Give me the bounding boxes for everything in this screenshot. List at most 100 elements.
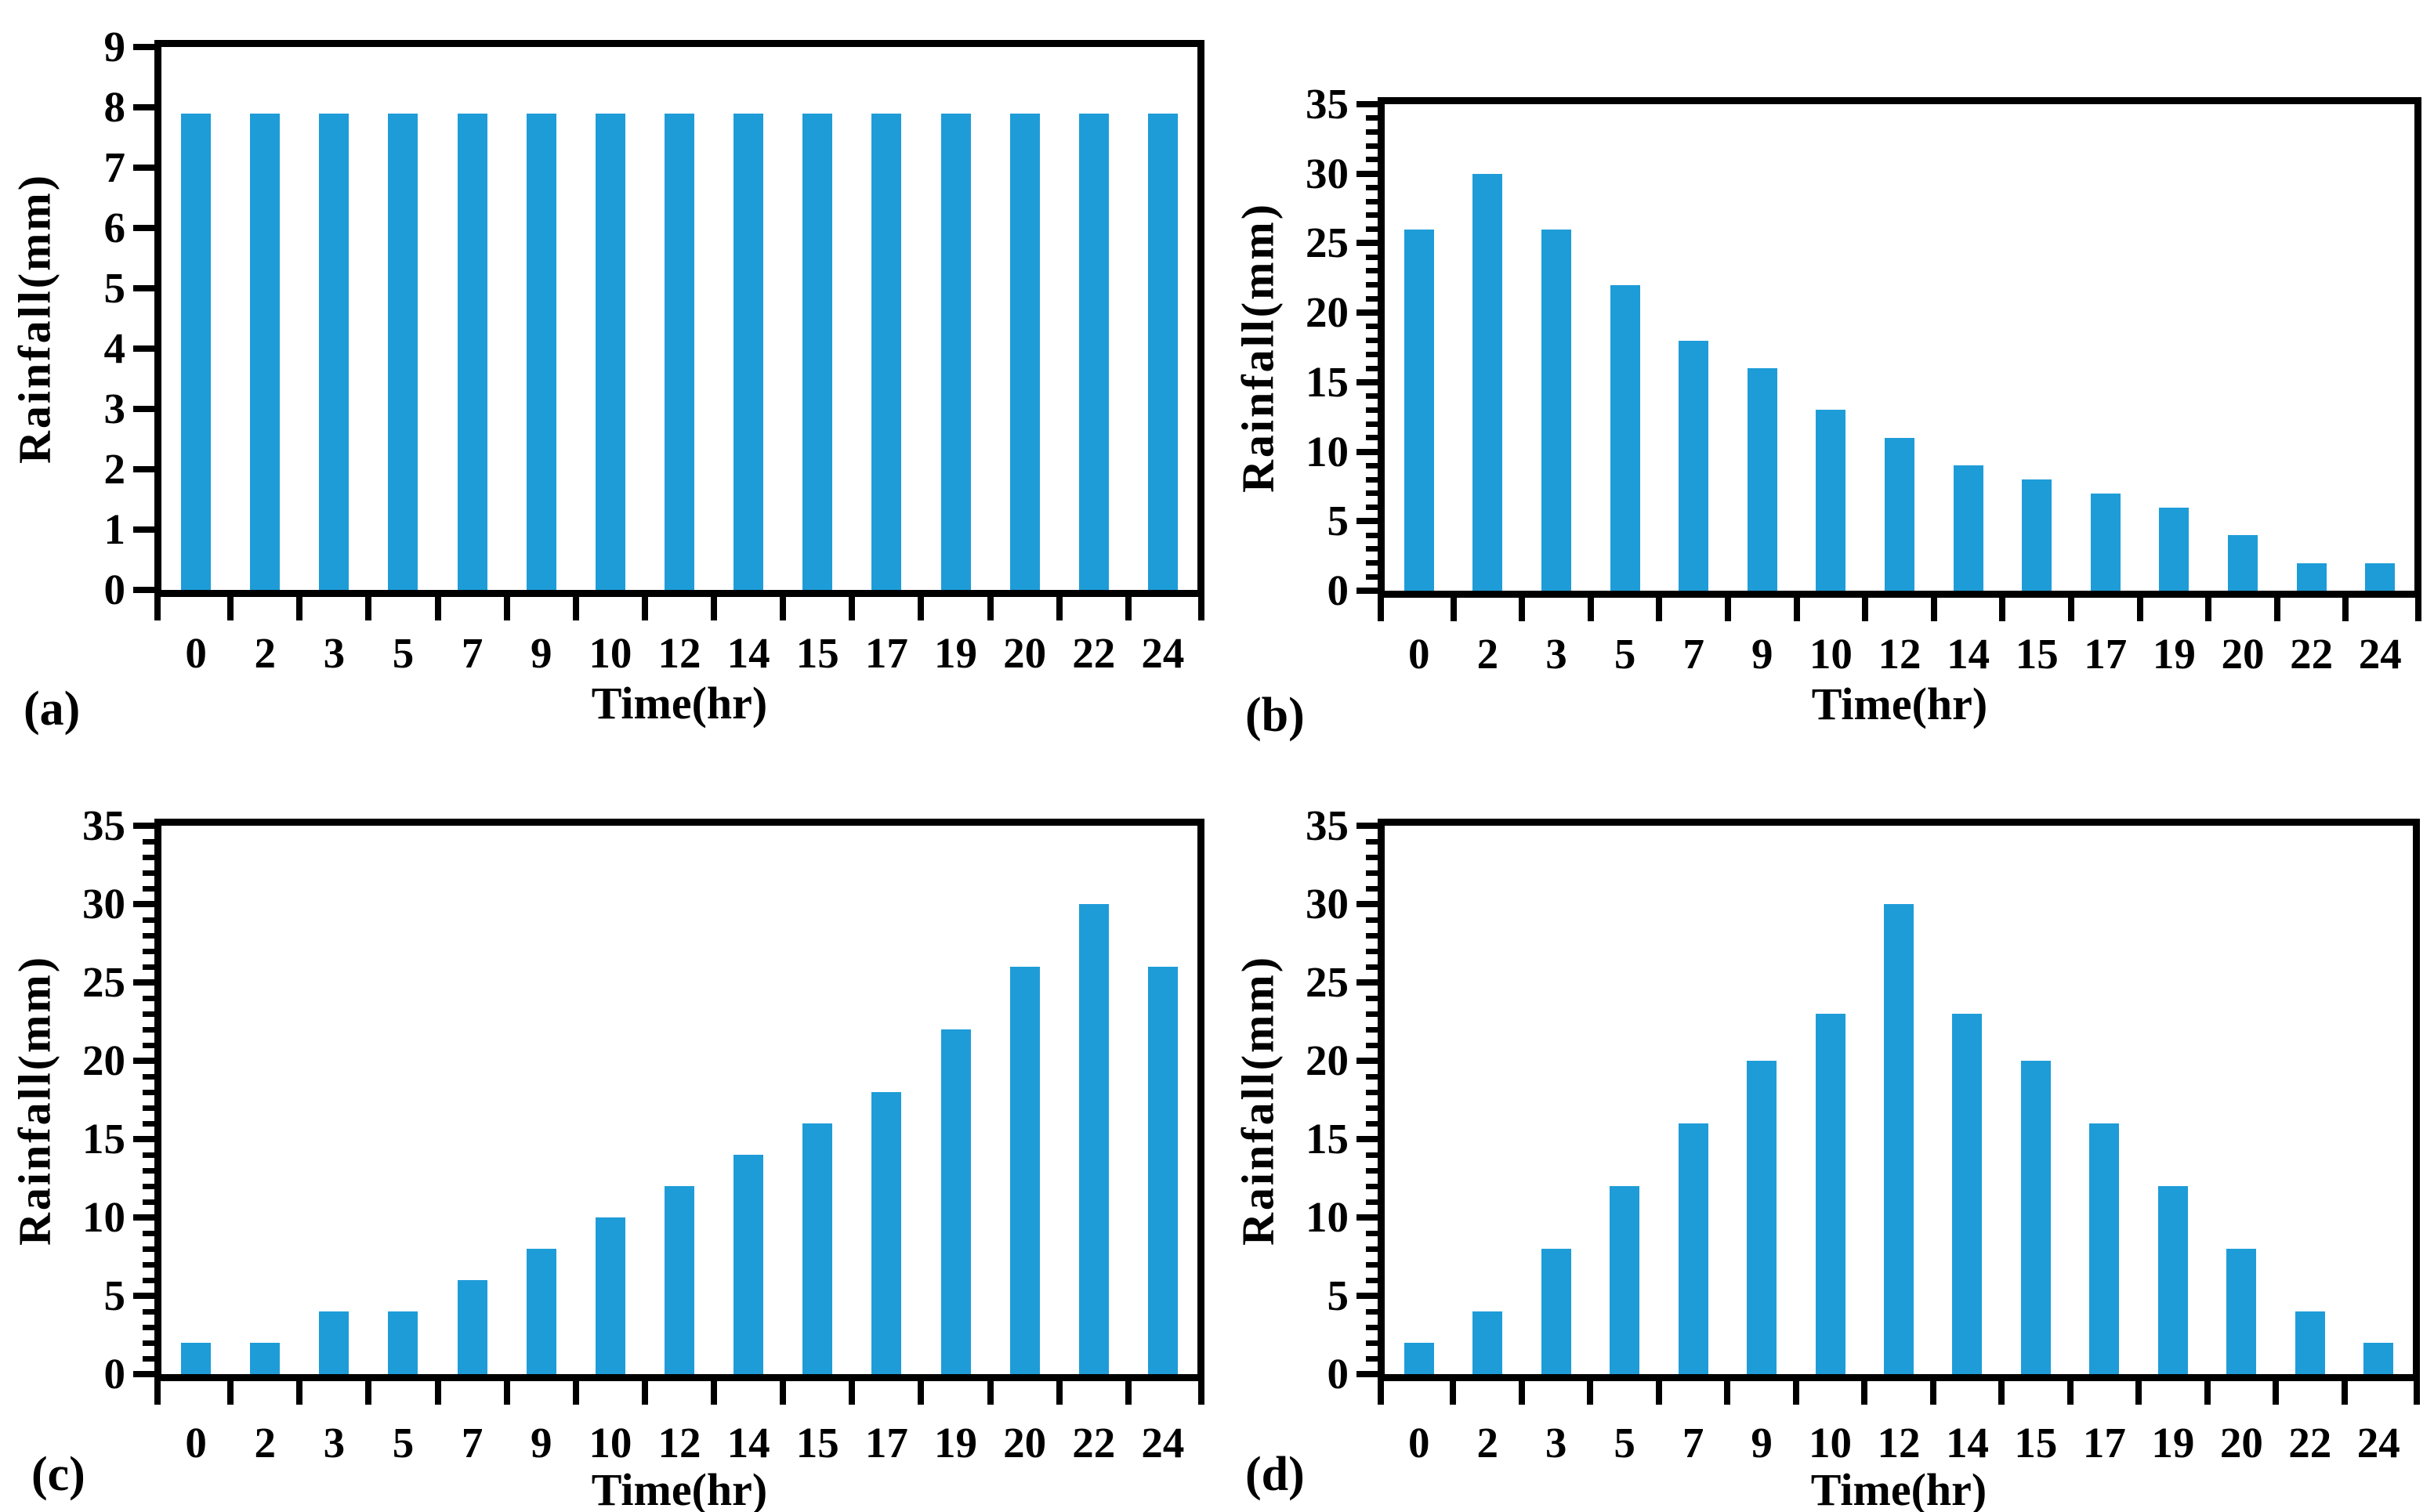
y-minor-tick [143, 1011, 154, 1017]
x-axis-title: Time(hr) [591, 678, 768, 729]
x-tick [987, 1381, 994, 1405]
bar-t10 [595, 1217, 625, 1374]
y-tick-label: 5 [103, 264, 126, 312]
y-minor-tick [1366, 115, 1378, 121]
x-tick-label: 7 [461, 1419, 484, 1467]
y-minor-tick [1366, 365, 1378, 371]
bar-t9 [526, 113, 556, 590]
x-tick-label: 17 [2084, 630, 2128, 678]
y-minor-tick [1366, 198, 1378, 204]
plot-area-d [1378, 819, 2420, 1381]
y-minor-tick [143, 854, 154, 860]
x-tick [1725, 598, 1731, 621]
y-tick [1356, 309, 1378, 317]
x-tick-label: 12 [1878, 630, 1921, 678]
x-tick [711, 597, 718, 620]
bar-t3 [319, 113, 350, 590]
y-tick [1356, 1214, 1378, 1221]
x-tick [296, 597, 303, 620]
x-tick [1125, 597, 1132, 620]
bar-t20 [2226, 1249, 2257, 1374]
x-tick-label: 0 [1407, 1419, 1430, 1467]
y-minor-tick [1366, 157, 1378, 163]
y-minor-tick [143, 1308, 154, 1315]
y-tick [133, 406, 154, 412]
y-minor-tick [1366, 1073, 1378, 1080]
panel-c: Rainfall(mm) Time(hr) (c) 0 2 3 5 7 9 10 12 14 15… [0, 756, 1217, 1512]
plot-area-c [154, 819, 1204, 1381]
x-tick [1587, 598, 1594, 621]
x-tick-label: 19 [934, 629, 978, 677]
x-tick [2205, 598, 2212, 621]
y-minor-tick [143, 1230, 154, 1236]
plot-area-a [154, 40, 1204, 597]
y-tick [1356, 901, 1378, 907]
x-tick-label: 7 [1682, 630, 1704, 678]
x-tick-label: 14 [726, 1419, 770, 1467]
y-tick [133, 1136, 154, 1142]
x-tick-label: 3 [1545, 630, 1567, 678]
x-tick [1861, 1381, 1868, 1405]
x-tick [227, 1381, 234, 1405]
bars-container [1385, 104, 2414, 591]
bar-t9 [526, 1249, 556, 1374]
bar-t0 [181, 113, 212, 590]
bar-t17 [2090, 493, 2121, 591]
bars-container [161, 47, 1197, 590]
bar-t7 [1679, 340, 1709, 591]
plot-area-b [1378, 97, 2421, 598]
y-tick [133, 1371, 154, 1377]
bar-t0 [181, 1343, 212, 1374]
x-tick-label: 15 [2014, 1419, 2058, 1467]
y-minor-tick [1366, 917, 1378, 923]
bars-container [1385, 826, 2413, 1374]
y-tick-label: 10 [82, 1193, 125, 1241]
y-minor-tick [143, 932, 154, 939]
x-tick-label: 14 [726, 629, 770, 677]
bar-t3 [1541, 229, 1571, 591]
bar-t24 [2365, 562, 2396, 591]
x-tick [365, 597, 372, 620]
y-tick [1356, 170, 1378, 177]
y-minor-tick [1366, 573, 1378, 580]
x-tick-label: 3 [323, 629, 346, 677]
y-minor-tick [1366, 1026, 1378, 1033]
x-tick [711, 1381, 718, 1405]
x-tick [1999, 598, 2006, 621]
y-minor-tick [143, 1277, 154, 1283]
x-tick-label: 24 [2358, 630, 2402, 678]
bar-t15 [2022, 479, 2052, 591]
x-tick-label: 20 [2219, 1419, 2263, 1467]
y-minor-tick [1366, 226, 1378, 233]
y-tick [1356, 378, 1378, 385]
x-tick [1198, 1381, 1204, 1405]
y-minor-tick [1366, 505, 1378, 511]
x-tick-label: 9 [530, 1419, 552, 1467]
bar-t22 [2296, 562, 2327, 591]
y-minor-tick [1366, 546, 1378, 552]
y-minor-tick [1366, 128, 1378, 135]
y-minor-tick [143, 948, 154, 954]
x-tick [572, 597, 579, 620]
y-minor-tick [1366, 964, 1378, 970]
bar-t2 [250, 1343, 281, 1374]
bar-t5 [1610, 284, 1640, 591]
x-tick-label: 3 [323, 1419, 346, 1467]
x-tick-label: 20 [2221, 630, 2265, 678]
x-tick-label: 0 [1408, 630, 1430, 678]
x-tick [227, 597, 234, 620]
y-tick-label: 1 [103, 505, 126, 553]
y-minor-tick [1366, 407, 1378, 413]
bar-t17 [871, 113, 902, 590]
x-tick [2068, 598, 2074, 621]
bar-t9 [1747, 368, 1777, 591]
y-tick-label: 30 [82, 880, 125, 928]
bar-t22 [2295, 1311, 2325, 1374]
x-axis-title: Time(hr) [1810, 1464, 1987, 1512]
bar-t5 [1610, 1186, 1640, 1374]
y-minor-tick [1366, 932, 1378, 939]
x-tick [365, 1381, 372, 1405]
y-minor-tick [1366, 254, 1378, 260]
y-tick-label: 10 [1306, 1193, 1349, 1241]
